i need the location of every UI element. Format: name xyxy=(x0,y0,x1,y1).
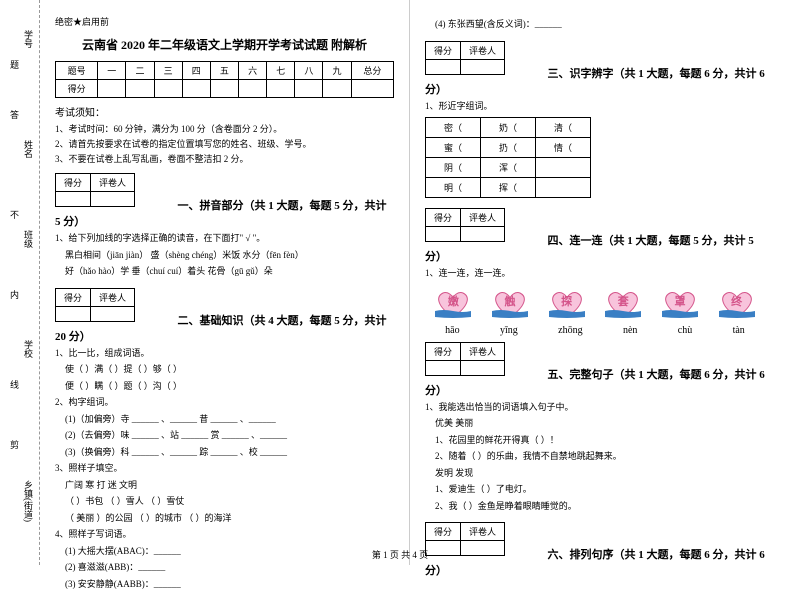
bind-char: 题 xyxy=(8,60,21,69)
question-line: 使（ ）满（ ）提（ ）够（ ） xyxy=(65,363,394,377)
heart-icon: 嫩 xyxy=(433,289,473,319)
pinyin-label: yīng xyxy=(500,325,518,336)
left-column: 绝密★启用前 云南省 2020 年二年级语文上学期开学考试试题 附解析 题号一二… xyxy=(40,0,410,565)
secret-label: 绝密★启用前 xyxy=(55,15,394,28)
notice-item: 3、不要在试卷上乱写乱画，卷面不整洁扣 2 分。 xyxy=(55,152,394,165)
question: 1、给下列加线的字选择正确的读音，在下面打" √ "。 xyxy=(55,232,394,246)
pinyin-label: zhōng xyxy=(558,325,582,336)
bind-field: 乡镇(街道) xyxy=(22,480,35,522)
question-line: (2) 喜滋滋(ABB)：______ xyxy=(65,561,394,575)
question-line: (4) 东张西望(含反义词)：______ xyxy=(435,18,765,32)
question: 1、形近字组词。 xyxy=(425,100,765,114)
bind-field: 班级 xyxy=(22,230,35,248)
bind-char: 内 xyxy=(8,290,21,299)
notice-item: 2、请首先按要求在试卷的指定位置填写您的姓名、班级、学号。 xyxy=(55,137,394,150)
question: 2、构字组词。 xyxy=(55,396,394,410)
question-line: 1、花园里的鲜花开得真（ ）！ xyxy=(435,434,765,448)
question-line: (1)（加偏旁）寺 ______ 、______ 昔 ______ 、_____… xyxy=(65,413,394,427)
question-line: (2)（去偏旁）味 ______ 、站 ______ 赏 ______ 、___… xyxy=(65,429,394,443)
question-line: 黑白相间（jiān jiàn） 盛（shèng chéng）米饭 水分（fēn … xyxy=(65,249,394,263)
bind-field: 学号 xyxy=(22,30,35,48)
bind-field: 学校 xyxy=(22,340,35,358)
heart-icon: 罩 xyxy=(660,289,700,319)
question-line: （ ）书包 （ ）雪人 （ ）雪仗 xyxy=(65,495,394,509)
question-line: (3)（换偏旁）科 ______ 、______ 踪 ______ 、校 ___… xyxy=(65,446,394,460)
bind-char: 剪 xyxy=(8,440,21,449)
score-table: 题号一二三四五六七八九总分 得分 xyxy=(55,61,394,98)
word-bank: 优美 美丽 xyxy=(435,417,765,431)
score-box: 得分评卷人 xyxy=(425,208,505,242)
pinyin-label: nèn xyxy=(623,325,637,336)
question: 3、照样子填空。 xyxy=(55,462,394,476)
pinyin-label: chù xyxy=(678,325,692,336)
bind-field: 姓名 xyxy=(22,140,35,158)
word-bank: 广阔 寒 打 迷 文明 xyxy=(65,479,394,493)
question: 1、我能选出恰当的词语填入句子中。 xyxy=(425,401,765,415)
question: 1、连一连，连一连。 xyxy=(425,267,765,281)
bind-char: 不 xyxy=(8,210,21,219)
question-line: 好（hǎo hào）学 垂（chuí cuí）着头 花骨（gū gǔ）朵 xyxy=(65,265,394,279)
question-line: （ 美丽 ）的公园 （ ）的城市 （ ）的海洋 xyxy=(65,512,394,526)
score-box: 得分评卷人 xyxy=(55,173,135,207)
heart-icon: 探 xyxy=(547,289,587,319)
pinyin-row: hāo yīng zhōng nèn chù tàn xyxy=(425,325,765,336)
bind-char: 线 xyxy=(8,380,21,389)
right-column: (4) 东张西望(含反义词)：______ 得分评卷人 三、识字辨字（共 1 大… xyxy=(410,0,780,565)
pinyin-label: hāo xyxy=(445,325,459,336)
heart-icon: 套 xyxy=(603,289,643,319)
pinyin-label: tàn xyxy=(733,325,745,336)
question: 1、比一比，组成词语。 xyxy=(55,347,394,361)
question-line: 便（ ）瞒（ ）题（ ）沟（ ） xyxy=(65,380,394,394)
score-box: 得分评卷人 xyxy=(425,342,505,376)
question-line: (3) 安安静静(AABB)：______ xyxy=(65,578,394,591)
score-box: 得分评卷人 xyxy=(425,41,505,75)
question-line: 2、我（ ）金鱼是睁着眼睛睡觉的。 xyxy=(435,500,765,514)
score-cell: 得分 xyxy=(56,80,98,98)
question-line: 1、爱迪生（ ）了电灯。 xyxy=(435,483,765,497)
notice-heading: 考试须知： xyxy=(55,104,394,119)
heart-icon: 终 xyxy=(717,289,757,319)
exam-title: 云南省 2020 年二年级语文上学期开学考试试题 附解析 xyxy=(55,36,394,53)
notice-item: 1、考试时间：60 分钟，满分为 100 分（含卷面分 2 分）。 xyxy=(55,122,394,135)
question-line: 2、随着（ ）的乐曲，我情不自禁地跳起舞来。 xyxy=(435,450,765,464)
score-box: 得分评卷人 xyxy=(55,288,135,322)
question: 4、照样子写词语。 xyxy=(55,528,394,542)
bind-char: 答 xyxy=(8,110,21,119)
char-table: 密（奶（清（ 蜜（扔（情（ 阴（浑（ 明（挥（ xyxy=(425,117,591,198)
binding-strip: 学号 题 答 姓名 不 班级 内 学校 线 剪 乡镇(街道) xyxy=(0,0,40,565)
heart-icon: 触 xyxy=(490,289,530,319)
heart-row: 嫩触探套罩终 xyxy=(425,289,765,319)
word-bank: 发明 发现 xyxy=(435,467,765,481)
page-footer: 第 1 页 共 4 页 xyxy=(0,548,800,561)
